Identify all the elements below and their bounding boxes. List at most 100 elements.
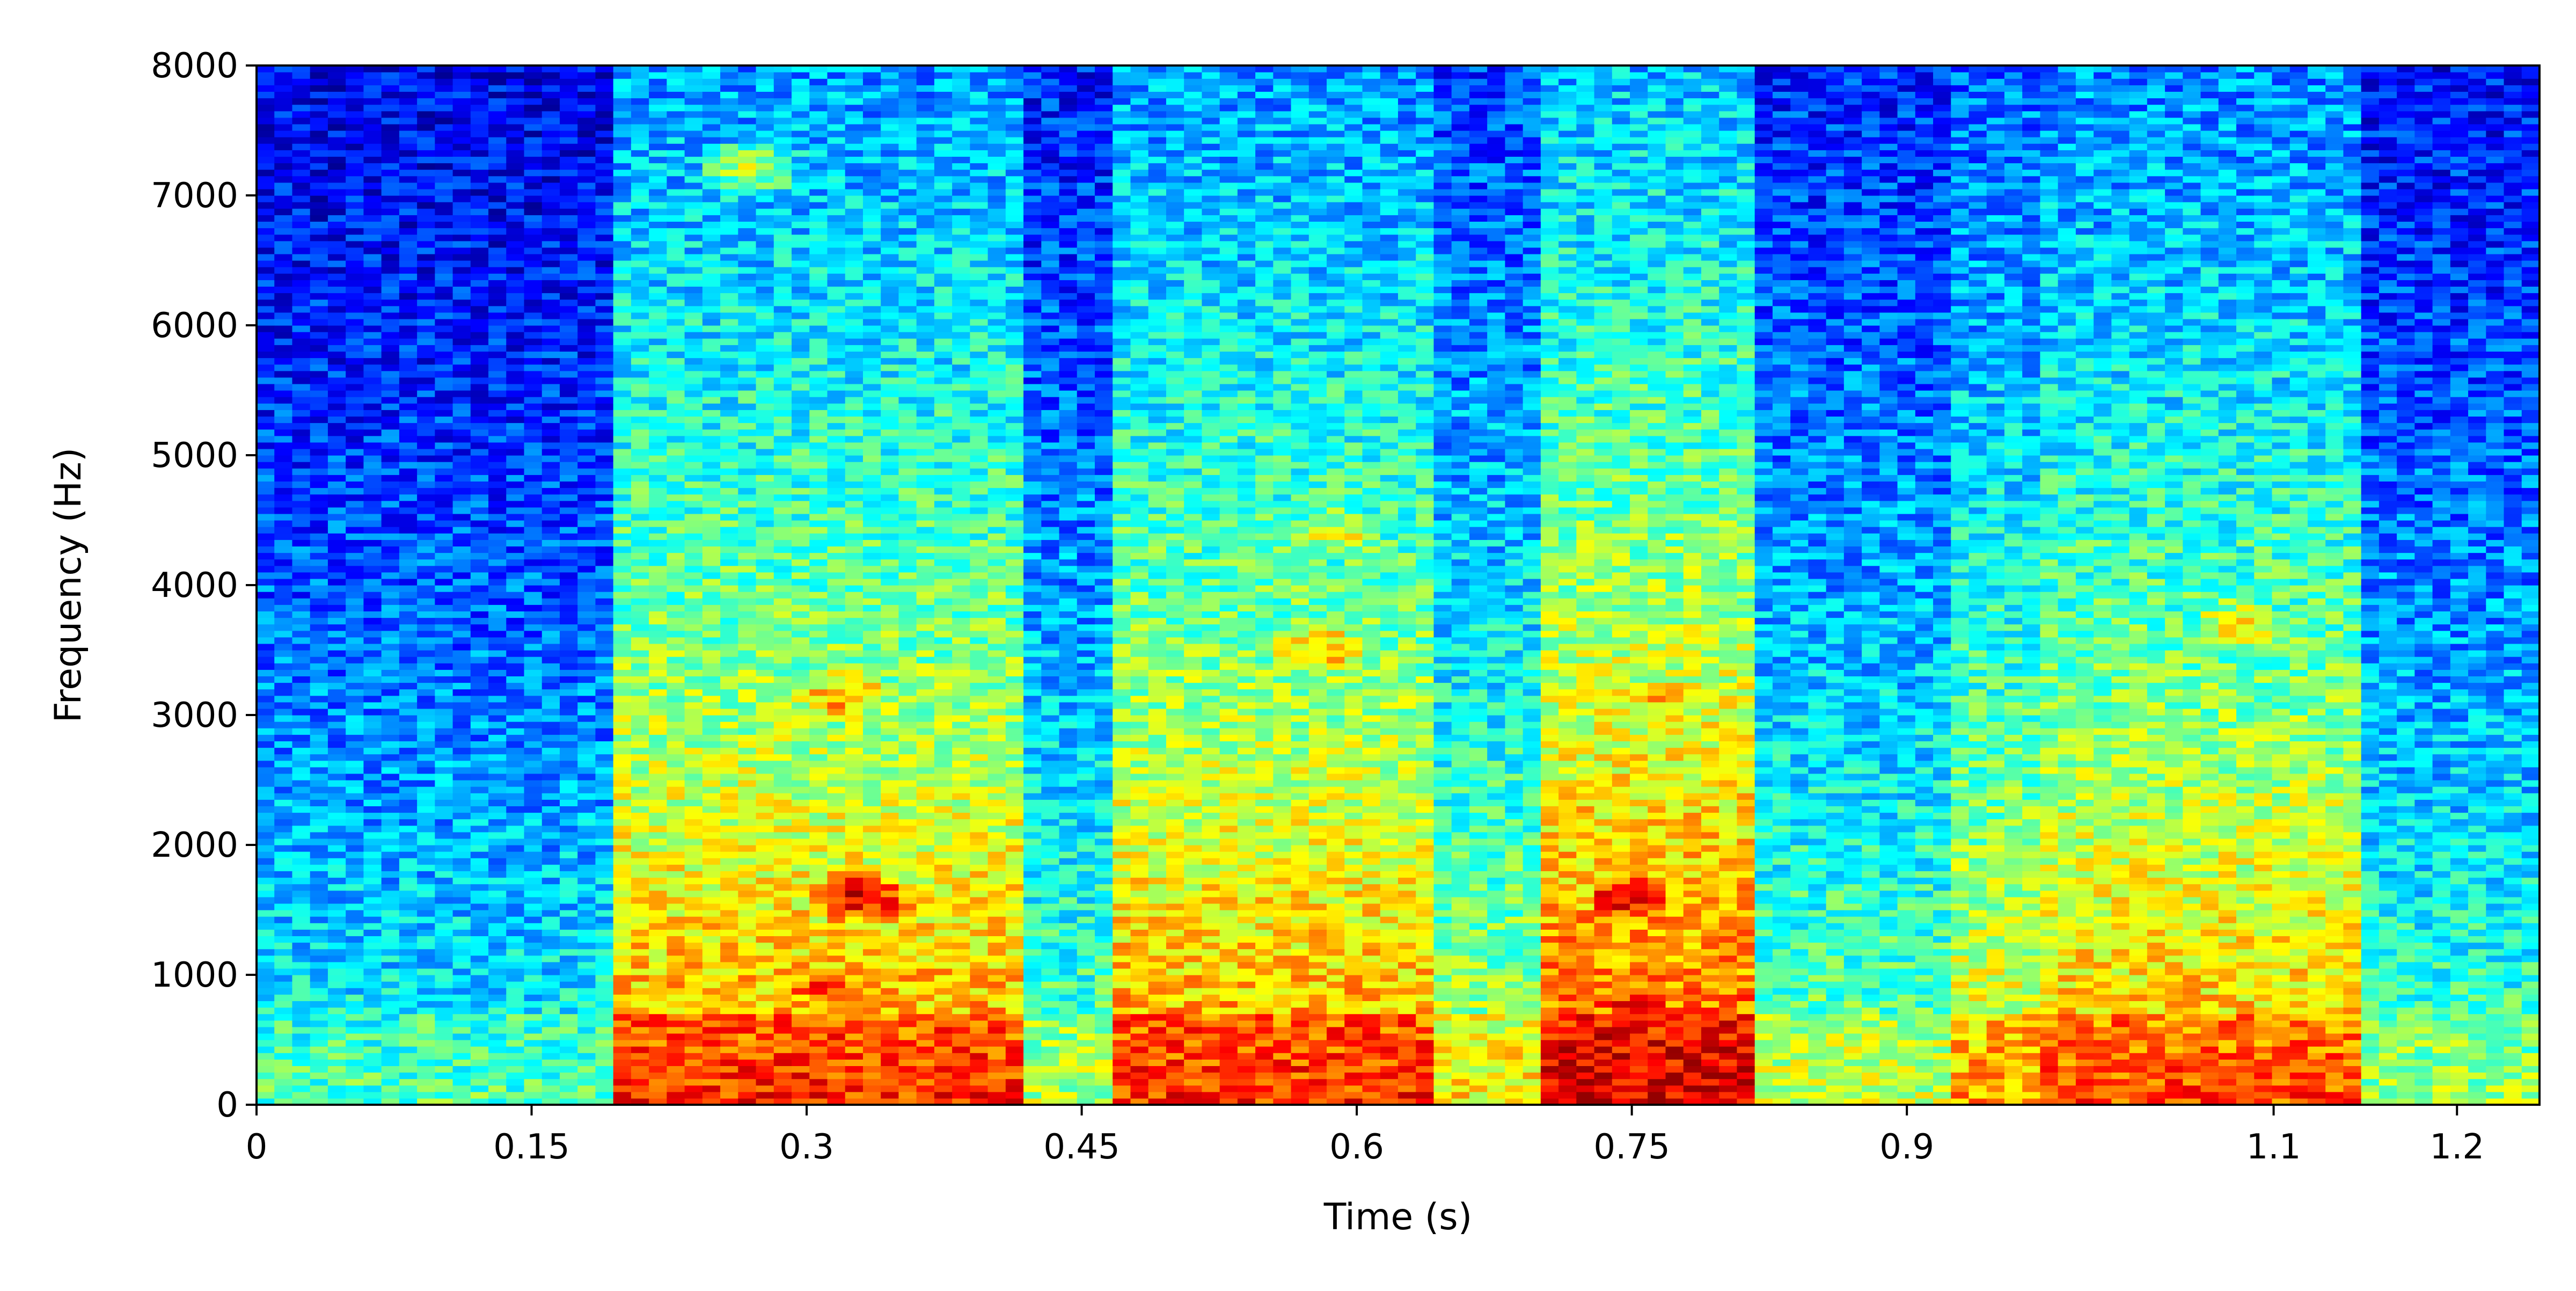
spectrogram-cell: [756, 858, 774, 865]
spectrogram-cell: [363, 845, 382, 852]
spectrogram-cell: [559, 305, 578, 313]
spectrogram-cell: [381, 422, 400, 430]
spectrogram-cell: [613, 104, 632, 112]
spectrogram-cell: [310, 338, 328, 345]
spectrogram-cell: [559, 877, 578, 885]
spectrogram-cell: [809, 1085, 828, 1092]
spectrogram-cell: [257, 397, 275, 404]
spectrogram-cell: [488, 85, 507, 92]
spectrogram-cell: [631, 104, 649, 112]
spectrogram-cell: [649, 195, 667, 202]
spectrogram-cell: [738, 364, 757, 371]
spectrogram-cell: [720, 188, 738, 196]
spectrogram-cell: [577, 533, 596, 540]
spectrogram-cell: [541, 410, 560, 417]
spectrogram-cell: [506, 559, 525, 566]
spectrogram-cell: [792, 695, 810, 703]
spectrogram-cell: [524, 988, 543, 995]
spectrogram-cell: [488, 293, 507, 300]
spectrogram-cell: [363, 786, 382, 793]
spectrogram-cell: [488, 1040, 507, 1047]
spectrogram-cell: [684, 604, 703, 611]
spectrogram-cell: [506, 195, 525, 202]
spectrogram-cell: [346, 286, 364, 294]
spectrogram-cell: [381, 370, 400, 378]
spectrogram-cell: [577, 812, 596, 820]
spectrogram-cell: [452, 767, 471, 774]
spectrogram-cell: [792, 637, 810, 644]
spectrogram-cell: [809, 864, 828, 871]
spectrogram-cell: [720, 98, 738, 105]
spectrogram-cell: [346, 176, 364, 183]
spectrogram-cell: [488, 637, 507, 644]
spectrogram-cell: [720, 624, 738, 631]
spectrogram-cell: [577, 793, 596, 800]
spectrogram-cell: [327, 682, 346, 690]
spectrogram-cell: [756, 669, 774, 676]
spectrogram-cell: [667, 520, 685, 527]
spectrogram-cell: [613, 624, 632, 631]
spectrogram-cell: [559, 1007, 578, 1015]
spectrogram-cell: [756, 286, 774, 294]
spectrogram-cell: [506, 949, 525, 956]
spectrogram-cell: [292, 657, 311, 663]
spectrogram-cell: [559, 949, 578, 956]
spectrogram-cell: [809, 988, 828, 995]
spectrogram-cell: [649, 332, 667, 339]
spectrogram-cell: [452, 741, 471, 748]
spectrogram-cell: [274, 643, 293, 651]
spectrogram-cell: [488, 1085, 507, 1092]
spectrogram-cell: [310, 1020, 328, 1027]
spectrogram-cell: [720, 520, 738, 527]
spectrogram-cell: [613, 215, 632, 222]
spectrogram-cell: [310, 676, 328, 683]
spectrogram-cell: [738, 533, 757, 540]
spectrogram-cell: [506, 819, 525, 826]
spectrogram-cell: [756, 318, 774, 326]
spectrogram-cell: [310, 890, 328, 898]
spectrogram-cell: [595, 273, 614, 280]
spectrogram-cell: [488, 884, 507, 891]
spectrogram-cell: [452, 961, 471, 969]
spectrogram-cell: [274, 910, 293, 917]
spectrogram-cell: [631, 539, 649, 546]
spectrogram-cell: [667, 364, 685, 371]
spectrogram-cell: [346, 1066, 364, 1073]
spectrogram-cell: [435, 318, 453, 326]
spectrogram-cell: [541, 1020, 560, 1027]
spectrogram-cell: [667, 221, 685, 229]
spectrogram-cell: [720, 150, 738, 157]
spectrogram-cell: [702, 247, 721, 254]
spectrogram-cell: [541, 182, 560, 189]
spectrogram-cell: [756, 890, 774, 898]
spectrogram-cell: [792, 949, 810, 956]
spectrogram-cell: [649, 1078, 667, 1086]
spectrogram-cell: [399, 767, 418, 774]
spectrogram-cell: [381, 669, 400, 676]
spectrogram-cell: [524, 799, 543, 806]
spectrogram-cell: [363, 1053, 382, 1060]
spectrogram-cell: [506, 663, 525, 670]
spectrogram-cell: [417, 877, 435, 885]
spectrogram-cell: [738, 806, 757, 813]
spectrogram-cell: [702, 410, 721, 417]
spectrogram-cell: [613, 682, 632, 690]
spectrogram-cell: [257, 293, 275, 300]
spectrogram-cell: [702, 773, 721, 781]
spectrogram-cell: [417, 481, 435, 488]
spectrogram-cell: [274, 572, 293, 579]
spectrogram-cell: [773, 137, 792, 144]
spectrogram-cell: [649, 773, 667, 781]
spectrogram-cell: [577, 240, 596, 248]
spectrogram-cell: [292, 650, 311, 657]
spectrogram-cell: [274, 221, 293, 229]
spectrogram-cell: [417, 916, 435, 923]
spectrogram-cell: [631, 176, 649, 183]
spectrogram-cell: [684, 208, 703, 215]
spectrogram-cell: [559, 793, 578, 800]
spectrogram-cell: [452, 267, 471, 274]
spectrogram-cell: [274, 832, 293, 839]
spectrogram-cell: [541, 345, 560, 352]
spectrogram-cell: [506, 981, 525, 988]
spectrogram-cell: [684, 500, 703, 508]
